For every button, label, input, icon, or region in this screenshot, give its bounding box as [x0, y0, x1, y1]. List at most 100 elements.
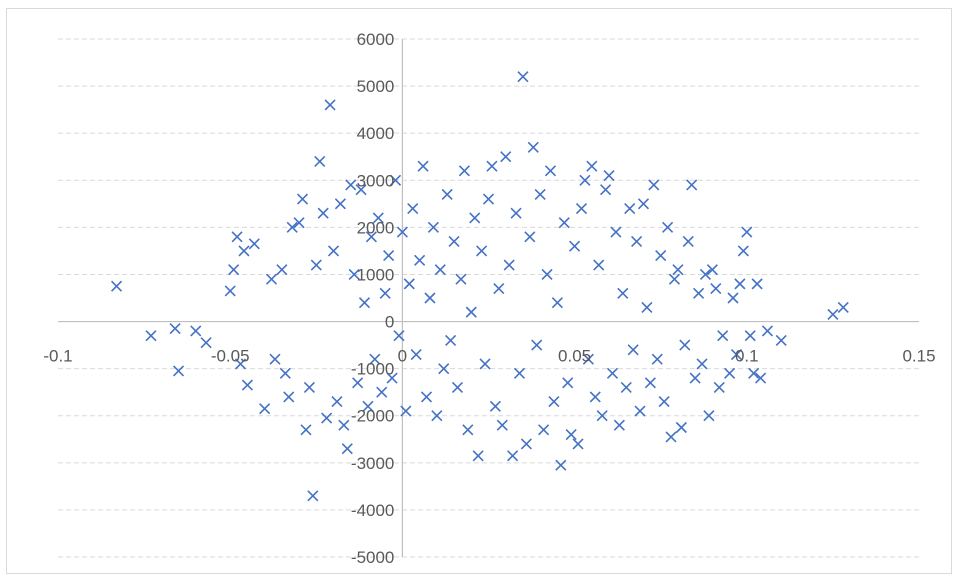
data-point: [713, 381, 725, 394]
data-point: [689, 372, 701, 384]
data-point: [434, 264, 446, 276]
data-point: [586, 160, 598, 172]
data-point: [596, 410, 608, 422]
data-point: [276, 264, 288, 276]
data-point: [682, 235, 694, 248]
data-point: [620, 381, 632, 394]
x-tick-label: 0: [398, 347, 407, 366]
data-point: [420, 391, 433, 403]
data-point: [393, 330, 405, 342]
data-point: [338, 419, 350, 431]
data-point: [238, 245, 250, 257]
data-point: [169, 323, 181, 335]
data-point: [334, 198, 346, 210]
data-point: [662, 221, 674, 233]
data-point: [668, 273, 681, 285]
data-point: [527, 141, 539, 153]
data-point: [510, 207, 522, 219]
data-point: [200, 337, 212, 349]
data-point: [706, 264, 718, 276]
data-point: [655, 250, 667, 262]
data-point: [269, 353, 281, 365]
data-point: [696, 358, 708, 370]
data-point: [562, 377, 574, 389]
data-point: [755, 372, 767, 384]
data-point: [658, 396, 670, 408]
data-point: [693, 287, 705, 299]
axes-layer: [58, 39, 919, 557]
y-tick-label: 0: [385, 313, 394, 332]
data-point: [524, 231, 536, 243]
data-point: [283, 391, 295, 403]
data-point: [837, 301, 849, 313]
data-point: [234, 358, 247, 370]
data-point: [300, 424, 312, 436]
data-point: [376, 386, 388, 398]
data-point: [486, 160, 498, 172]
x-tick-label: -0.1: [43, 347, 72, 366]
data-point: [317, 207, 329, 219]
points-layer: [110, 71, 849, 502]
data-point: [500, 151, 512, 163]
data-point: [279, 367, 291, 379]
data-point: [727, 292, 739, 304]
data-point: [686, 179, 698, 191]
data-point: [327, 245, 340, 257]
data-point: [710, 283, 722, 295]
y-tick-label: 2000: [357, 218, 395, 237]
data-point: [331, 396, 343, 408]
data-point: [324, 99, 336, 111]
data-point: [703, 410, 715, 422]
data-point: [355, 184, 367, 196]
data-point: [479, 358, 491, 370]
data-point: [603, 169, 615, 182]
data-point: [259, 403, 271, 415]
data-point: [751, 278, 763, 290]
data-point: [362, 400, 374, 412]
data-point: [617, 287, 629, 299]
data-point: [648, 179, 660, 191]
chart-frame: [6, 8, 952, 574]
data-point: [641, 301, 653, 313]
y-tick-label: 4000: [357, 124, 395, 143]
data-point: [451, 381, 464, 394]
x-tick-label: 0.1: [735, 347, 759, 366]
labels-layer: 6000500040003000200010000-1000-2000-3000…: [43, 30, 935, 567]
data-point: [572, 438, 584, 450]
data-point: [296, 193, 309, 205]
y-tick-label: -1000: [351, 360, 394, 379]
data-point: [741, 226, 753, 238]
data-point: [265, 273, 278, 285]
data-point: [517, 71, 529, 83]
data-point: [241, 379, 253, 391]
data-point: [286, 221, 298, 233]
data-point: [730, 348, 743, 361]
data-point: [469, 212, 481, 224]
data-point: [307, 490, 319, 502]
data-point: [775, 334, 787, 346]
data-point: [410, 348, 422, 361]
data-point: [579, 174, 591, 186]
data-point: [589, 391, 601, 403]
data-point: [651, 353, 663, 365]
data-point: [761, 325, 774, 337]
data-point: [400, 405, 412, 417]
y-tick-label: 5000: [357, 77, 395, 96]
data-point: [224, 285, 236, 297]
data-point: [427, 221, 439, 233]
data-point: [489, 400, 501, 412]
data-point: [424, 292, 436, 304]
x-tick-label: -0.05: [211, 347, 250, 366]
data-point: [827, 308, 839, 321]
data-point: [665, 431, 677, 443]
data-point: [734, 278, 746, 290]
data-point: [476, 245, 488, 257]
data-point: [414, 254, 426, 266]
data-point: [231, 231, 243, 243]
data-point: [228, 264, 240, 276]
data-point: [482, 193, 495, 205]
data-point: [717, 330, 729, 342]
y-tick-label: 1000: [357, 265, 395, 284]
data-point: [145, 330, 157, 342]
